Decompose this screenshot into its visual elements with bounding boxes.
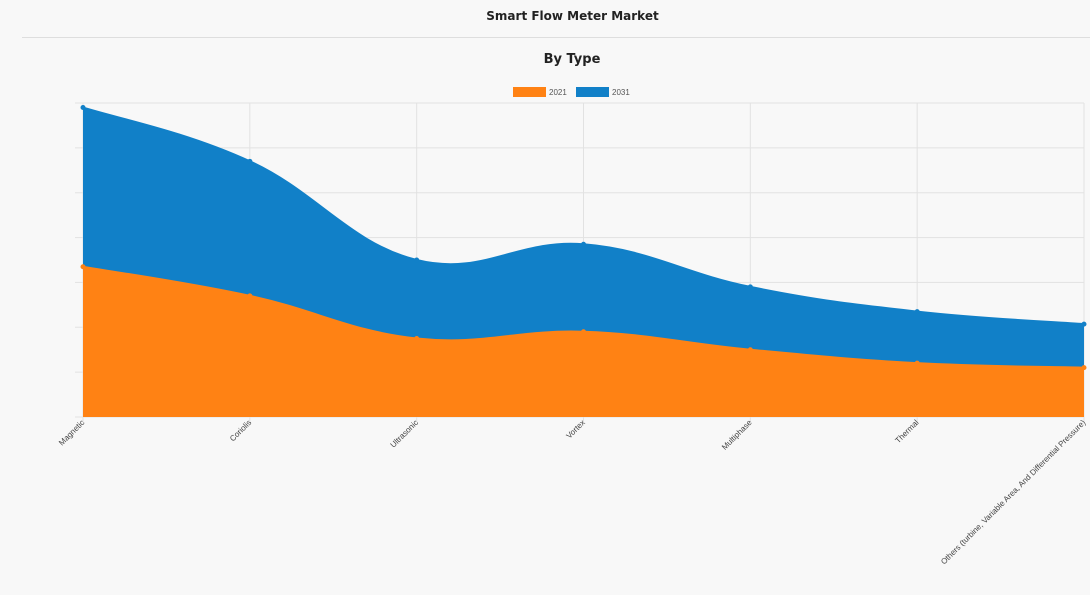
data-point-2031	[747, 284, 753, 290]
x-tick-label: Vortex	[565, 418, 587, 440]
page-title: Smart Flow Meter Market	[486, 9, 659, 23]
x-tick-label: Coriolis	[228, 418, 253, 443]
x-tick-label: Thermal	[893, 418, 920, 445]
data-point-2031	[1081, 321, 1087, 327]
data-point-2021	[914, 360, 920, 366]
legend-label-2021: 2021	[549, 88, 567, 97]
x-axis-labels: Magnetic Coriolis Ultrasonic Vortex Multipha…	[57, 418, 1088, 567]
data-point-2021	[581, 329, 586, 335]
legend-swatch-2021	[513, 87, 546, 97]
legend-swatch-2031	[576, 87, 609, 97]
x-tick-label: Magnetic	[57, 418, 86, 447]
data-point-2021	[747, 347, 753, 353]
x-tick-label: Multiphase	[720, 418, 754, 452]
x-tick-label: Ultrasonic	[389, 418, 421, 450]
data-point-2031	[247, 158, 253, 164]
title-divider	[22, 37, 1090, 38]
data-point-2031	[581, 241, 586, 247]
data-point-2021	[247, 293, 253, 299]
legend: 2021 2031	[513, 87, 630, 97]
data-point-2021	[414, 336, 420, 341]
legend-label-2031: 2031	[612, 88, 630, 97]
data-point-2021	[80, 264, 86, 270]
data-point-2031	[914, 309, 920, 315]
x-tick-label: Others (turbine, Variable Area, And Diff…	[939, 418, 1088, 567]
area-series-2021	[83, 266, 1084, 417]
data-point-2031	[414, 257, 420, 263]
data-point-2031	[80, 104, 86, 110]
chart-points	[80, 104, 1087, 371]
chart-title: By Type	[544, 52, 601, 67]
data-point-2021	[1081, 365, 1087, 371]
